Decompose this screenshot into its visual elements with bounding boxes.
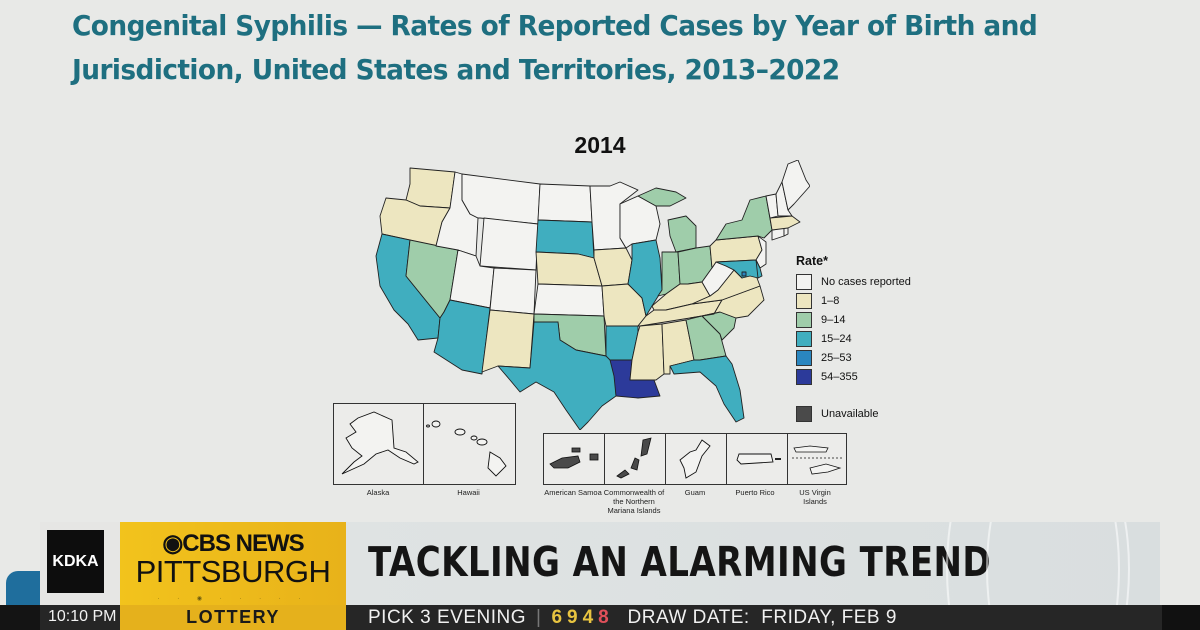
american-samoa-shape [549,447,599,469]
inset-label-alaska: Alaska [366,488,390,497]
legend-label: No cases reported [821,275,911,288]
legend-label: 15–24 [821,332,852,345]
state-KS [533,283,605,317]
map-year-title: 2014 [574,132,626,158]
legend-label: 9–14 [821,313,846,326]
legend-swatch [796,349,812,366]
inset-group-territories [543,433,847,485]
ticker-left-block [0,605,40,630]
kdka-panel: KDKA [40,522,120,605]
northern-mariana-shape [616,437,652,479]
inset-us-virgin-islands [788,434,848,484]
legend-swatch [796,273,812,290]
ticker-right-block [1162,605,1200,630]
state-NE [535,251,603,287]
legend-item: 15–24 [796,329,911,348]
arc-decoration [986,522,1130,605]
legend-swatch [796,292,812,309]
brand-top-text: CBS NEWS [182,530,304,557]
state-TX [497,321,617,430]
ticker-category: LOTTERY [120,605,346,630]
puerto-rico-shape [736,453,781,465]
ticker-digit: 6 [551,607,568,628]
headline-panel: TACKLING AN ALARMING TREND [346,522,1160,605]
legend-title: Rate* [796,254,828,268]
legend-label: Unavailable [821,407,879,420]
inset-northern-mariana [605,434,666,484]
inset-label-hawaii: Hawaii [457,488,480,497]
alaska-shape [341,411,419,475]
kdka-logo: KDKA [47,530,104,593]
ticker-digit: 9 [567,607,583,628]
state-NH [775,181,793,217]
legend-swatch [796,330,812,347]
state-MA [769,215,801,231]
legend-swatch [796,368,812,385]
guam-shape [679,439,711,479]
state-ND [537,183,593,223]
state-NY [715,195,773,241]
legend-label: 54–355 [821,370,858,383]
inset-labels-left: Alaska Hawaii [333,488,514,497]
cbs-news-pittsburgh-logo: ◉CBS NEWS PITTSBURGH · · ◉ · · · · · [120,522,346,605]
state-FL [669,355,745,423]
inset-labels-right: American Samoa Commonwealth of the North… [543,488,845,515]
state-MI-UP [637,187,687,207]
legend-item: 25–53 [796,348,911,367]
map-legend: Rate* No cases reported 1–8 9–14 15–24 2… [796,254,911,423]
legend-item: 54–355 [796,367,911,386]
legend-swatch [796,311,812,328]
inset-hawaii [424,404,515,484]
inset-label-northern-mariana: Commonwealth of the Northern Mariana Isl… [603,488,665,515]
inset-label-us-virgin-islands: US Virgin Islands [799,488,831,506]
state-DE [755,259,763,279]
ticker-separator: | [536,607,542,628]
inset-guam [666,434,727,484]
inset-group-alaska-hawaii [333,403,516,485]
inset-alaska [334,404,424,484]
headline: TACKLING AN ALARMING TREND [368,538,992,586]
state-CO [489,267,537,315]
legend-item-unavailable: Unavailable [796,404,911,423]
state-RI [783,227,789,237]
state-NM [481,309,535,373]
inset-label-puerto-rico: Puerto Rico [735,488,775,497]
inset-label-american-samoa: American Samoa [544,488,602,497]
state-IL [627,239,663,317]
cbs-eye-icon: ◉ [162,530,183,557]
legend-item: No cases reported [796,272,911,291]
ticker-content: PICK 3 EVENING | 6948 DRAW DATE: FRIDAY, F… [368,607,897,629]
state-WA [405,167,456,209]
dots-decoration: · · ◉ · · · · · [157,596,309,602]
us-virgin-islands-shape [792,445,844,475]
ticker-digit: 4 [582,607,599,628]
legend-swatch-unavailable [796,405,812,422]
ticker-time: 10:10 PM [48,608,117,625]
legend-item: 1–8 [796,291,911,310]
us-choropleth-map [375,160,810,430]
ticker-draw-date: DRAW DATE: FRIDAY, FEB 9 [627,607,897,628]
ticker-game: PICK 3 EVENING [368,607,526,628]
brand-top: ◉CBS NEWS [120,529,346,558]
ticker-bar: 10:10 PM LOTTERY PICK 3 EVENING | 6948 DRA… [0,605,1200,630]
brand-bottom: PITTSBURGH [135,554,331,589]
inset-american-samoa [544,434,605,484]
inset-label-guam: Guam [684,488,706,497]
inset-puerto-rico [727,434,788,484]
legend-label: 1–8 [821,294,840,307]
station-bug-logo [6,571,40,605]
state-WY [479,217,539,271]
slide-title: Congenital Syphilis — Rates of Reported … [72,10,1038,86]
legend-label: 25–53 [821,351,852,364]
legend-item: 9–14 [796,310,911,329]
state-MI [667,215,697,253]
state-ME [781,160,810,211]
ticker-fireball: 8 [598,607,614,628]
hawaii-shape [426,420,507,477]
state-DC [741,271,747,277]
